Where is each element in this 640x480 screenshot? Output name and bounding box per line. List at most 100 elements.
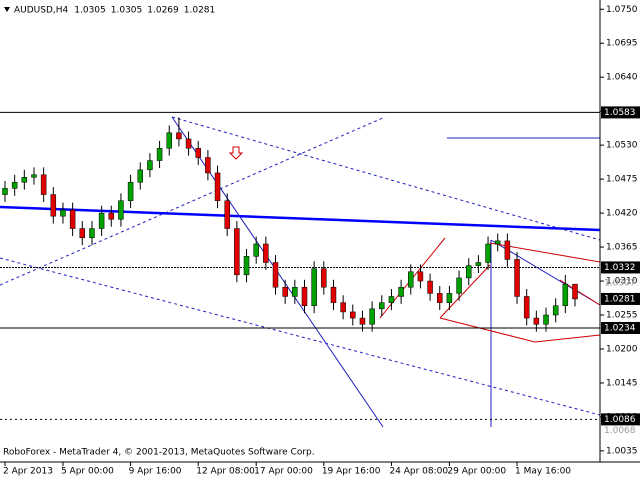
candle-body	[485, 243, 491, 263]
y-tick-label: 1.0640	[606, 73, 638, 83]
candle-body	[523, 296, 530, 319]
channel-line	[439, 317, 601, 343]
candle-body	[436, 293, 443, 303]
candle-body	[21, 177, 28, 183]
candle-body	[243, 256, 250, 276]
y-tick-label: 1.0145	[606, 378, 638, 388]
candle-body	[98, 212, 105, 229]
candle-body	[50, 194, 57, 217]
x-tick-label: 9 Apr 16:00	[129, 467, 182, 477]
candle-body	[398, 286, 404, 297]
candle-body	[408, 271, 414, 288]
menu-triangle	[4, 7, 10, 12]
y-tick-label: 1.0420	[606, 209, 638, 219]
x-tick-label: 17 Apr 00:00	[254, 467, 313, 477]
level-label-bg	[601, 321, 640, 334]
level-label: 1.0234	[604, 323, 636, 333]
candle-body	[562, 283, 569, 306]
candle-body	[369, 308, 375, 325]
candle-body	[11, 181, 18, 189]
candle-body	[494, 240, 501, 245]
candle-body	[359, 317, 366, 325]
x-tick-label: 24 Apr 08:00	[389, 467, 448, 477]
candle-body	[543, 314, 549, 325]
x-tick-label: 1 May 16:00	[515, 467, 571, 477]
level-label-bg	[601, 292, 640, 305]
trend-line	[0, 257, 601, 416]
candle-body	[292, 286, 298, 297]
candle-body	[253, 243, 259, 257]
candle-body	[465, 265, 472, 279]
candle-body	[156, 147, 163, 161]
candle-body	[127, 181, 134, 201]
level-label: 1.0332	[604, 263, 636, 273]
candle-body	[272, 262, 279, 288]
candle-body	[214, 172, 221, 201]
candle-body	[2, 188, 8, 195]
candle-body	[321, 268, 327, 288]
level-label: 1.0086	[604, 415, 636, 425]
level-label: 1.0068	[604, 426, 636, 436]
level-label-bg	[601, 413, 640, 426]
level-label: 1.0281	[604, 294, 636, 304]
candle-body	[185, 138, 192, 149]
candle-body	[31, 174, 37, 178]
header-value: 1.0269	[147, 6, 179, 16]
candle-body	[388, 296, 395, 303]
y-tick-label: 1.0475	[606, 175, 638, 185]
candle-body	[446, 293, 453, 303]
candle-body	[282, 286, 288, 297]
candle-body	[205, 157, 211, 174]
candle-body	[330, 286, 337, 303]
candle-body	[533, 317, 540, 325]
channel-line	[439, 264, 491, 319]
level-label-bg	[601, 106, 640, 119]
x-tick-label: 5 Apr 00:00	[61, 467, 114, 477]
candle-body	[350, 311, 356, 319]
y-tick-label: 1.0310	[606, 277, 638, 287]
down-arrow	[228, 146, 244, 160]
candle-body	[552, 305, 559, 316]
candle-body	[147, 160, 153, 171]
header-value: 1.0305	[111, 6, 143, 16]
y-tick-label: 1.0365	[606, 243, 638, 253]
candle-body	[234, 228, 240, 276]
candle-body	[137, 169, 144, 183]
candle-body	[89, 228, 95, 239]
y-tick-label: 1.0035	[606, 446, 638, 456]
candle-body	[79, 228, 86, 239]
candle-body	[379, 302, 385, 310]
candle-body	[504, 240, 511, 260]
y-tick-label: 1.0200	[606, 344, 638, 354]
candle-body	[340, 302, 346, 313]
candle-body	[166, 132, 172, 149]
candle-body	[176, 132, 182, 140]
trend-line	[0, 205, 601, 232]
candle-body	[427, 280, 433, 294]
candle-body	[456, 277, 462, 294]
level-label-bg	[601, 261, 640, 274]
header-value: 1.0281	[184, 6, 216, 16]
footer: RoboForex - MetaTrader 4, © 2001-2013, M…	[3, 448, 315, 458]
candle-body	[60, 209, 66, 217]
candle-body	[301, 286, 308, 306]
candle-body	[514, 259, 520, 297]
y-tick-label: 1.0255	[606, 311, 638, 321]
candle-body	[572, 283, 578, 300]
candles	[2, 117, 578, 332]
candle-body	[108, 212, 115, 220]
y-tick-label: 1.0750	[606, 5, 638, 15]
x-tick-label: 12 Apr 08:00	[196, 467, 255, 477]
level-label: 1.0583	[604, 108, 636, 118]
x-tick-label: 19 Apr 16:00	[322, 467, 381, 477]
candle-body	[40, 174, 47, 195]
candle-body	[311, 268, 317, 306]
candle-body	[417, 271, 424, 282]
candle-body	[118, 200, 124, 220]
level-label: 1.0307	[604, 278, 636, 288]
candle-body	[69, 209, 76, 229]
x-tick-label: 29 Apr 00:00	[447, 467, 506, 477]
trend-line	[171, 116, 601, 241]
